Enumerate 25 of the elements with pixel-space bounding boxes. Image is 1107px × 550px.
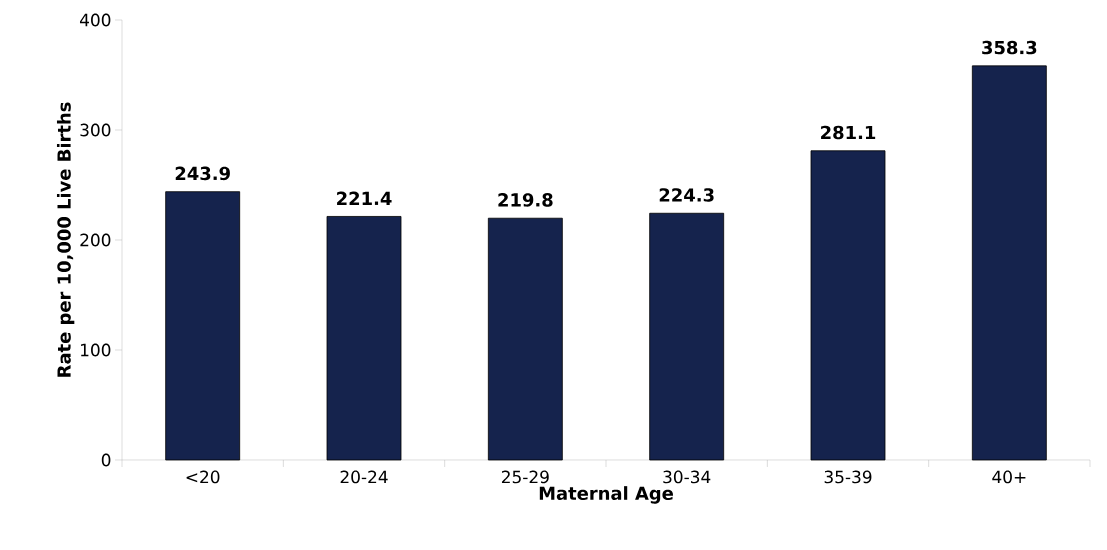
- bar: [971, 65, 1047, 461]
- data-label: 224.3: [659, 188, 714, 202]
- data-label: 243.9: [175, 166, 230, 181]
- bar: [326, 216, 402, 461]
- y-tick-label: 0: [101, 453, 111, 467]
- y-tick-label: 200: [80, 233, 111, 247]
- y-axis-title: Rate per 10,000 Live Births: [56, 102, 75, 377]
- data-label: 281.1: [821, 125, 876, 140]
- bar: [487, 217, 563, 461]
- x-tick-label: 20-24: [340, 470, 388, 484]
- x-tick-label: <20: [186, 470, 220, 484]
- bar: [165, 191, 241, 461]
- y-tick-label: 300: [80, 123, 111, 137]
- x-tick-label: 40+: [992, 470, 1026, 484]
- x-tick-label: 30-34: [663, 470, 711, 484]
- data-label: 358.3: [982, 40, 1037, 55]
- x-tick-label: 25-29: [501, 470, 549, 484]
- y-tick-label: 100: [81, 343, 111, 357]
- data-label: 221.4: [337, 191, 392, 205]
- x-tick-label: 35-39: [824, 470, 872, 484]
- bar: [649, 212, 725, 461]
- y-tick-label: 400: [79, 13, 111, 27]
- bar: [810, 150, 886, 461]
- data-label: 219.8: [498, 193, 553, 207]
- x-axis-title: Maternal Age: [539, 486, 673, 504]
